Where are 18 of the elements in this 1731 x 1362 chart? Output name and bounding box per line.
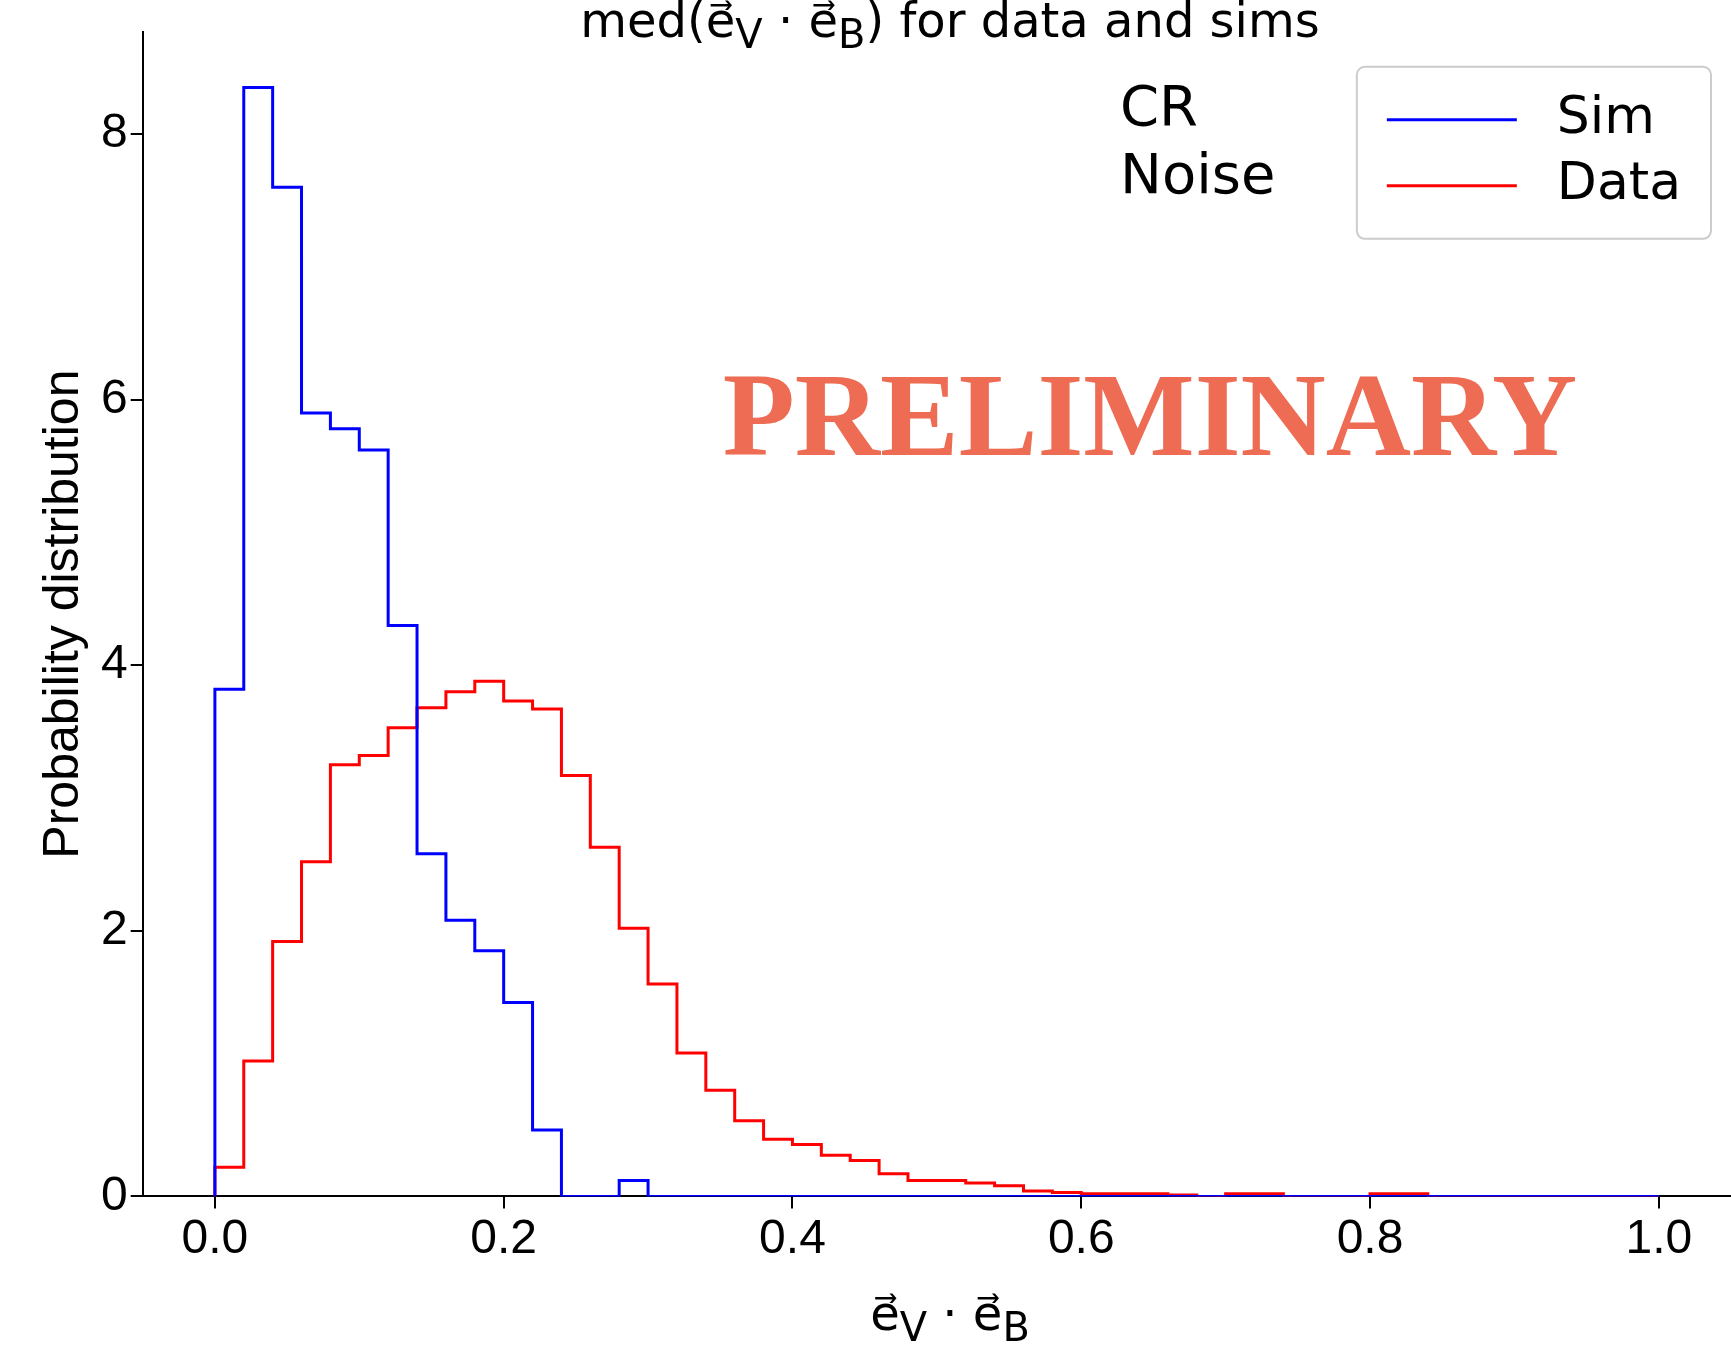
annotation: PRELIMINARY (722, 350, 1578, 481)
x-tick-label: 0.6 (1047, 1210, 1115, 1264)
x-tick-label: 0.2 (470, 1210, 538, 1264)
x-tick-label: 0.8 (1336, 1210, 1404, 1264)
y-tick-label: 4 (100, 635, 128, 689)
y-tick-label: 0 (100, 1166, 128, 1220)
y-axis-title: Probability distribution (32, 369, 89, 859)
chart-title: med(e⃗$_{V}$ · e⃗$_{B}$) for data and sims (579, 0, 1321, 58)
x-tick-label: 0.4 (759, 1210, 826, 1264)
legend-label: Data (1556, 151, 1682, 212)
x-tick-label: 0.0 (181, 1210, 249, 1264)
y-tick-label: 6 (100, 369, 128, 423)
y-tick-label: 8 (100, 104, 128, 158)
annotation: CR Noise (1120, 73, 1276, 206)
y-tick-label: 2 (100, 901, 128, 955)
x-tick-label: 1.0 (1625, 1210, 1693, 1264)
x-axis-title: e⃗$_{V}$ · e⃗$_{B}$ (869, 1285, 1031, 1350)
legend-label: Sim (1556, 85, 1655, 146)
